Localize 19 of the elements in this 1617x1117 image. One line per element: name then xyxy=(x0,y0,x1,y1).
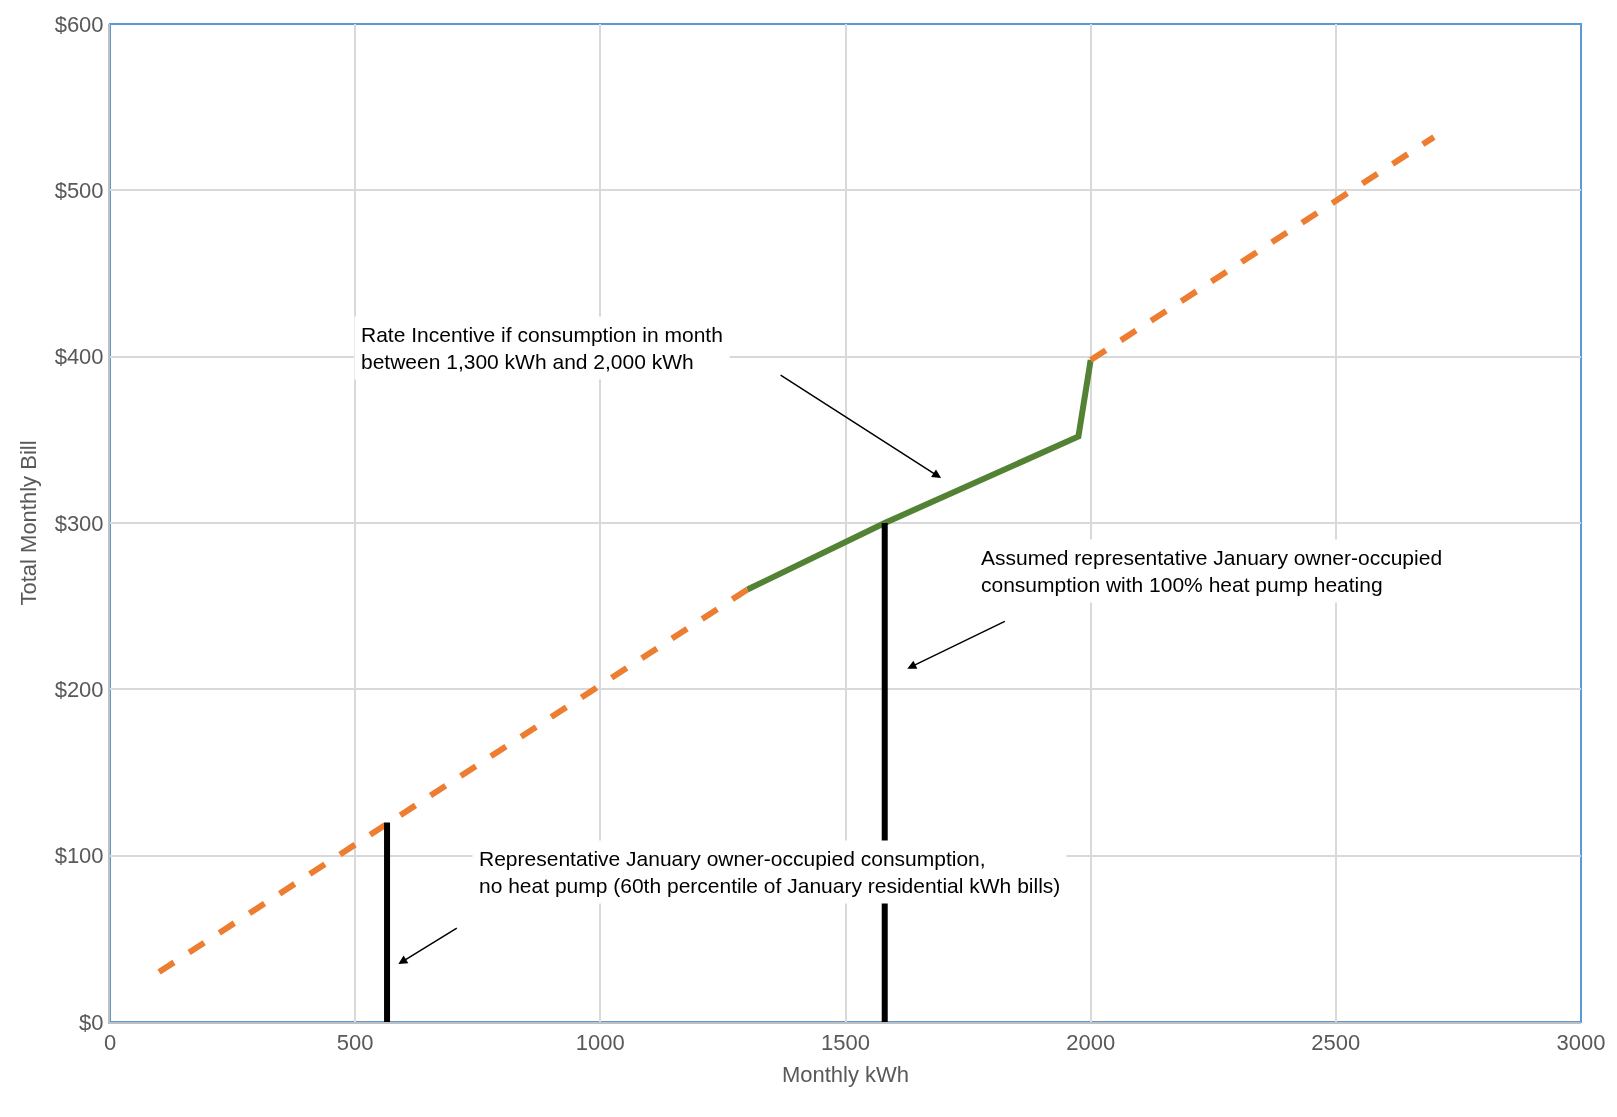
x-axis-title: Monthly kWh xyxy=(781,1061,910,1087)
y-tick-label: $500 xyxy=(54,178,104,204)
x-tick-label: 500 xyxy=(336,1030,374,1056)
annotation: Representative January owner-occupied consumption, no heat pump (60th percentile of January residential kWh bills) xyxy=(479,847,1061,898)
x-tick-label: 2500 xyxy=(1311,1030,1361,1056)
y-tick-label: $300 xyxy=(54,510,104,536)
y-tick-label: $200 xyxy=(54,677,104,703)
x-tick-label: 2000 xyxy=(1066,1030,1116,1056)
x-tick-label: 3000 xyxy=(1556,1030,1606,1056)
annotation: Assumed representative January owner-occupied consumption with 100% heat pump heating xyxy=(981,546,1443,597)
annotation: Rate Incentive if consumption in month between 1,300 kWh and 2,000 kWh xyxy=(361,323,723,374)
y-tick-label: $0 xyxy=(79,1009,104,1035)
y-tick-label: $100 xyxy=(54,843,104,869)
y-tick-label: $600 xyxy=(54,11,104,37)
x-tick-label: 1500 xyxy=(821,1030,870,1056)
x-tick-label: 1000 xyxy=(575,1030,625,1056)
y-axis-title: Total Monthly Bill xyxy=(15,440,41,606)
x-tick-label: 0 xyxy=(103,1030,117,1056)
y-tick-label: $400 xyxy=(54,344,104,370)
